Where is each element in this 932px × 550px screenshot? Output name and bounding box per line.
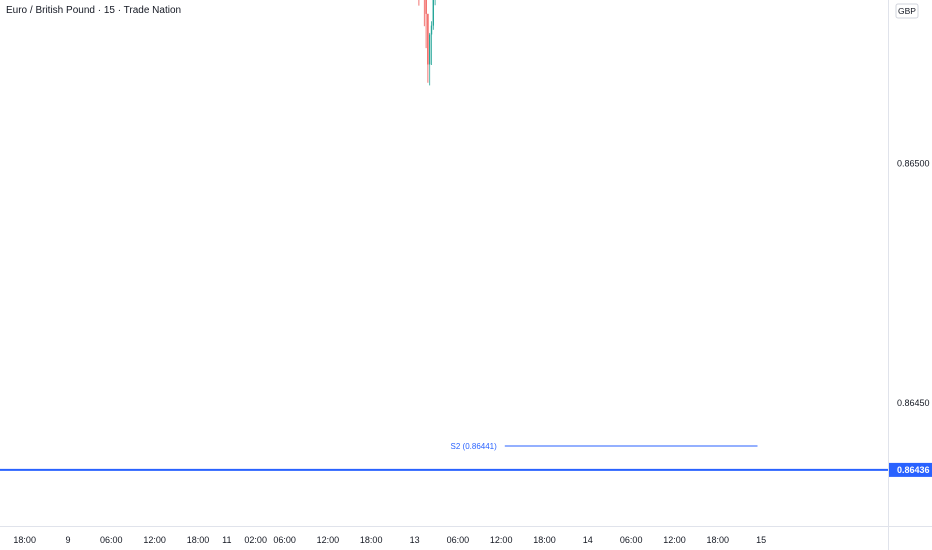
support-price-badge xyxy=(889,462,932,477)
pivot-levels: R2 (0.86897)R1 (0.86818)P (0.86669)S1 (0… xyxy=(451,442,758,451)
pivot-level-label: S2 (0.86441) xyxy=(451,442,498,451)
x-tick-label: 06:00 xyxy=(273,535,296,545)
price-axis-ticks: 0.869500.869000.868500.868000.867500.867… xyxy=(897,158,930,408)
x-tick-label: 18:00 xyxy=(533,535,556,545)
support-price-value: 0.86436 xyxy=(897,465,930,475)
x-tick-label: 02:00 xyxy=(244,535,267,545)
x-tick-label: 18:00 xyxy=(360,535,383,545)
x-tick-label: 18:00 xyxy=(187,535,210,545)
support-line: 0.86436 xyxy=(0,462,932,477)
candle-body xyxy=(432,0,434,26)
x-tick-label: 18:00 xyxy=(707,535,730,545)
x-tick-label: 06:00 xyxy=(100,535,123,545)
y-tick-label: 0.86450 xyxy=(897,398,930,408)
candle-body xyxy=(427,13,429,65)
x-tick-label: 12:00 xyxy=(490,535,513,545)
time-axis-ticks: 18:00 9 06:00 12:00 18:00 11 02:00 06:00 12:00 18… xyxy=(13,535,766,545)
x-tick-label: 06:00 xyxy=(447,535,470,545)
x-tick-label: 13 xyxy=(410,535,420,545)
x-tick-label: 12:00 xyxy=(143,535,166,545)
candles xyxy=(418,0,436,86)
candle-body xyxy=(425,0,427,14)
y-tick-label: 0.86500 xyxy=(897,158,930,168)
x-tick-label: 12:00 xyxy=(317,535,340,545)
x-tick-label: 11 xyxy=(222,535,231,545)
candle-body xyxy=(430,25,433,35)
chart-title: Euro / British Pound · 15 · Trade Nation xyxy=(6,5,181,16)
x-tick-label: 18:00 xyxy=(13,535,36,545)
x-tick-label: 9 xyxy=(65,535,70,545)
currency-label: GBP xyxy=(898,6,916,16)
x-tick-label: 06:00 xyxy=(620,535,643,545)
x-tick-label: 14 xyxy=(583,535,593,545)
x-tick-label: 12:00 xyxy=(663,535,686,545)
x-tick-label: 15 xyxy=(756,535,766,545)
candle-body xyxy=(429,34,431,65)
currency-button[interactable] xyxy=(895,3,919,19)
